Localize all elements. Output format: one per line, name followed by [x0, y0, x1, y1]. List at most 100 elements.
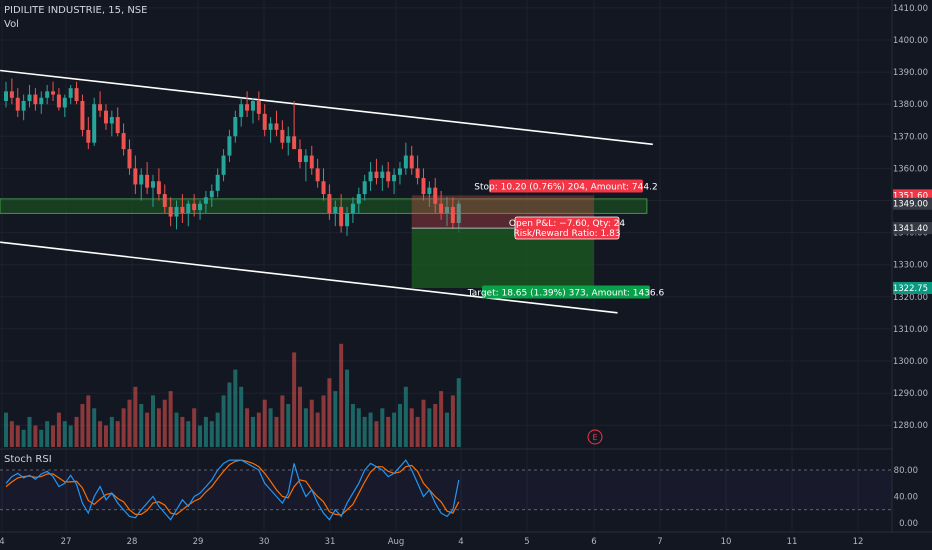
price-axis-bg	[892, 0, 932, 550]
volume-bar	[51, 425, 56, 447]
candle-body	[168, 206, 173, 217]
time-tick-label: 28	[127, 537, 138, 547]
time-tick-label: 4	[458, 537, 463, 547]
volume-bars	[4, 343, 461, 447]
volume-bar	[333, 391, 338, 447]
candle-body	[203, 197, 208, 204]
volume-bar	[186, 421, 191, 447]
time-axis[interactable]: 4 27 28 29 30 31 Aug 4 5 6 7 10 11 12	[0, 531, 932, 550]
candle-body	[74, 88, 79, 101]
volume-bar	[403, 386, 408, 447]
pnl-label-bg	[514, 216, 620, 240]
volume-bar	[433, 404, 438, 447]
candle-body	[215, 174, 220, 191]
candle-body	[450, 206, 455, 223]
price-tick-label: 1330.00	[893, 261, 928, 271]
price-axis[interactable]: 1280.00 1290.00 1300.00 1310.00 1320.00 1330.…	[891, 0, 932, 550]
volume-bar	[151, 395, 155, 447]
candle-body	[139, 174, 144, 185]
volume-bar	[121, 408, 126, 447]
candle-body	[180, 206, 185, 214]
price-tick-label: 1410.00	[893, 4, 928, 14]
price-tick-label: 1290.00	[893, 389, 928, 399]
time-axis-bg	[0, 532, 932, 550]
event-circle-icon[interactable]	[587, 429, 603, 445]
time-tick-label: 4	[0, 537, 5, 547]
short-position-tool[interactable]: Stop: 10.20 (0.76%) 204, Amount: 744.2 O…	[411, 179, 665, 299]
volume-bar	[21, 429, 26, 447]
price-marker-label: 1351.60	[893, 191, 928, 201]
volume-bar	[233, 369, 238, 447]
volume-bar	[27, 416, 32, 447]
candle-body	[333, 206, 338, 214]
candle-body	[439, 203, 444, 214]
volume-bar	[368, 412, 373, 447]
price-tick-label: 1360.00	[893, 164, 928, 174]
time-tick-label: 29	[193, 537, 204, 547]
candle-body	[250, 100, 255, 111]
candle-body	[350, 203, 355, 214]
price-tick-label: 1370.00	[893, 132, 928, 142]
volume-bar	[250, 416, 255, 447]
stoch-k-line	[5, 459, 460, 521]
volume-bar	[309, 399, 314, 447]
price-tick-label: 1300.00	[893, 357, 928, 367]
candle-body	[315, 168, 320, 182]
lower-channel-line	[0, 241, 618, 314]
volume-bar	[180, 416, 185, 447]
price-marker-bg	[893, 197, 932, 210]
volume-bar	[303, 408, 308, 447]
candle-body	[186, 203, 191, 214]
stoch-rsi-pane	[0, 459, 892, 521]
candle-body	[127, 149, 132, 169]
time-tick-label: 6	[591, 537, 596, 547]
volume-label[interactable]: Vol	[4, 19, 19, 30]
candle-body	[345, 213, 350, 227]
stoch-band	[0, 470, 892, 510]
earnings-event-marker[interactable]: E	[587, 429, 603, 445]
candle-body	[274, 123, 279, 130]
candle-body	[115, 117, 120, 134]
volume-bar	[421, 399, 426, 447]
volume-bar	[127, 399, 132, 447]
volume-bar	[227, 382, 232, 447]
candle-body	[4, 91, 8, 101]
volume-bar	[168, 391, 173, 447]
pnl-label: Open P&L: −7.60, Qty: 24	[509, 219, 625, 229]
volume-bar	[439, 391, 444, 447]
volume-bar	[268, 408, 273, 447]
candle-body	[456, 203, 461, 223]
stoch-tick-label: 80.00	[894, 466, 918, 476]
stoch-d-line	[5, 459, 460, 516]
chart-header: PIDILITE INDUSTRIE, 15, NSE Vol	[4, 4, 147, 32]
volume-bar	[174, 412, 179, 447]
price-tick-label: 1380.00	[893, 100, 928, 110]
candle-body	[421, 178, 426, 195]
volume-bar	[139, 404, 144, 447]
candle-body	[209, 190, 214, 198]
candle-body	[374, 171, 379, 179]
volume-bar	[356, 408, 361, 447]
price-marker-label: 1341.40	[893, 224, 928, 234]
candle-body	[68, 88, 73, 98]
channel-lines[interactable]	[0, 69, 653, 314]
target-label-bg	[482, 285, 650, 299]
volume-bar	[115, 421, 120, 447]
candles	[4, 78, 461, 236]
candle-body	[51, 91, 56, 95]
candle-body	[221, 155, 226, 175]
candle-body	[298, 149, 302, 162]
candle-body	[103, 110, 108, 124]
candle-body	[174, 206, 179, 217]
stoch-rsi-label[interactable]: Stoch RSI	[4, 454, 52, 465]
symbol-title[interactable]: PIDILITE INDUSTRIE, 15, NSE	[4, 5, 148, 16]
volume-bar	[386, 416, 391, 447]
volume-bar	[98, 421, 103, 447]
candle-body	[33, 94, 38, 105]
candle-body	[162, 194, 167, 207]
stoch-tick-label: 0.00	[899, 519, 918, 529]
volume-bar	[92, 408, 97, 447]
candle-body	[145, 174, 150, 188]
candle-body	[397, 168, 402, 175]
